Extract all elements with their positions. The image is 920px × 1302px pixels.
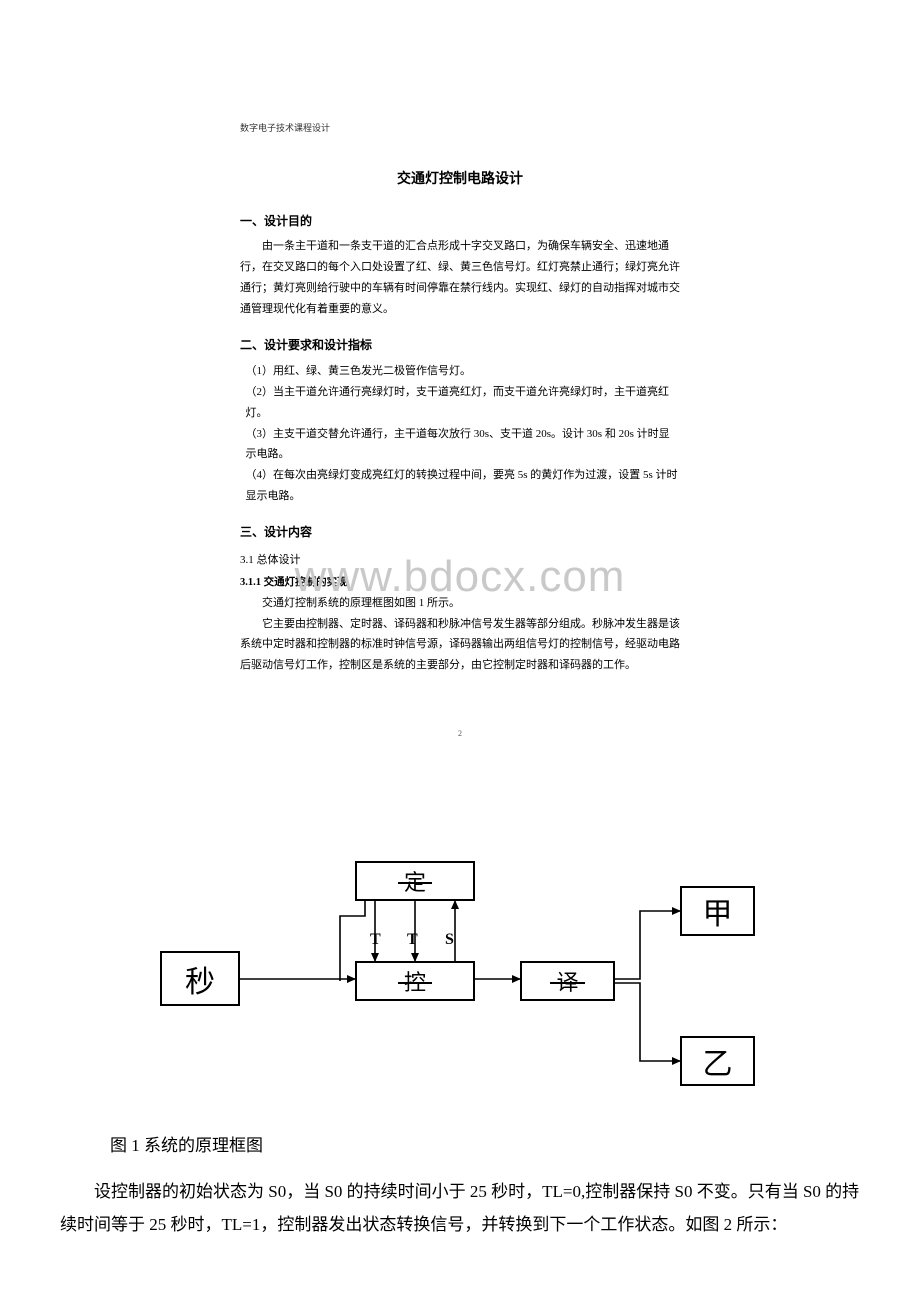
label-T: T: [370, 931, 381, 949]
section-3-p1: 交通灯控制系统的原理框图如图 1 所示。: [240, 593, 680, 614]
section-3-sub2: 3.1.1 交通灯控制的实现: [240, 573, 680, 593]
embedded-page: 数字电子技术课程设计 交通灯控制电路设计 一、设计目的 由一条主干道和一条支干道…: [210, 100, 710, 801]
req-2: （2）当主干道允许通行亮绿灯时，支干道亮红灯，而支干道允许亮绿灯时，主干道亮红灯…: [246, 382, 681, 424]
figure-1-caption: 图 1 系统的原理框图: [110, 1131, 920, 1156]
req-1: （1）用红、绿、黄三色发光二极管作信号灯。: [246, 361, 681, 382]
section-3-head: 三、设计内容: [240, 521, 680, 544]
label-S: S: [445, 931, 454, 949]
req-3: （3）主支干道交替允许通行，主干道每次放行 30s、支干道 20s。设计 30s…: [246, 424, 681, 466]
doc-title: 交通灯控制电路设计: [240, 167, 680, 194]
edge-7: [615, 983, 680, 1061]
label-Ty: T: [407, 931, 418, 949]
box-ctrl: 控: [355, 961, 475, 1001]
box-yi: 乙: [680, 1036, 755, 1086]
box-top: 定: [355, 861, 475, 901]
section-3-p2: 它主要由控制器、定时器、译码器和秒脉冲信号发生器等部分组成。秒脉冲发生器是该系统…: [240, 614, 680, 677]
edge-6: [615, 911, 680, 979]
section-1-para: 由一条主干道和一条支干道的汇合点形成十字交叉路口，为确保车辆安全、迅速地通行，在…: [240, 236, 680, 320]
box-jia: 甲: [680, 886, 755, 936]
section-2-head: 二、设计要求和设计指标: [240, 334, 680, 357]
req-4: （4）在每次由亮绿灯变成亮红灯的转换过程中间，要亮 5s 的黄灯作为过渡，设置 …: [246, 465, 681, 507]
section-3-sub1: 3.1 总体设计: [240, 550, 680, 571]
body-paragraph-1: 设控制器的初始状态为 S0，当 S0 的持续时间小于 25 秒时，TL=0,控制…: [60, 1176, 860, 1241]
figure-1: 秒 定控 译 甲乙 T T S: [110, 841, 810, 1101]
section-1-head: 一、设计目的: [240, 210, 680, 233]
box-sec: 秒: [160, 951, 240, 1006]
box-decode: 译: [520, 961, 615, 1001]
course-header: 数字电子技术课程设计: [240, 120, 680, 137]
page-number: 2: [240, 726, 680, 741]
block-diagram: 秒 定控 译 甲乙 T T S: [150, 841, 770, 1101]
